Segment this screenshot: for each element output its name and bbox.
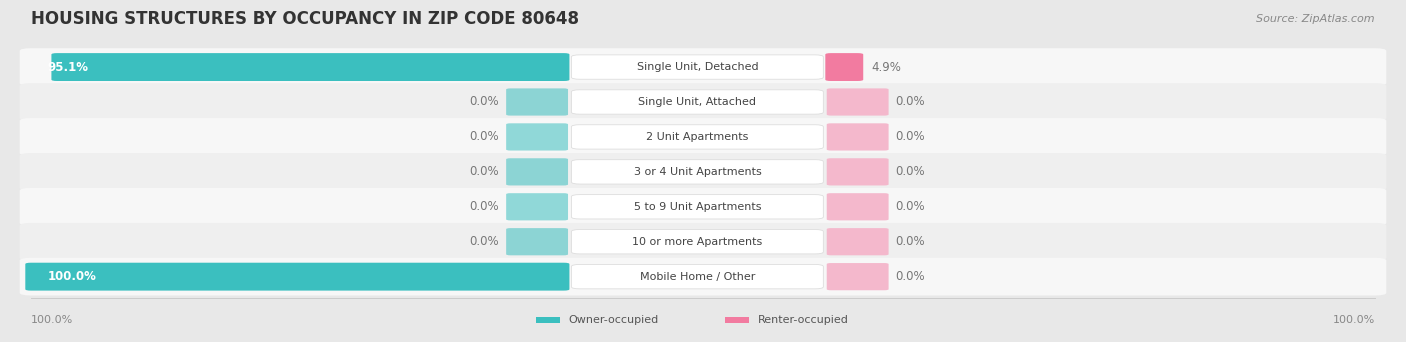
Text: 0.0%: 0.0% — [470, 235, 499, 248]
Text: 0.0%: 0.0% — [896, 130, 925, 143]
Text: Single Unit, Detached: Single Unit, Detached — [637, 62, 758, 72]
FancyBboxPatch shape — [506, 123, 568, 150]
FancyBboxPatch shape — [20, 118, 1386, 156]
FancyBboxPatch shape — [827, 88, 889, 116]
FancyBboxPatch shape — [827, 228, 889, 255]
Text: Owner-occupied: Owner-occupied — [568, 315, 658, 325]
FancyBboxPatch shape — [20, 153, 1386, 191]
Text: 3 or 4 Unit Apartments: 3 or 4 Unit Apartments — [634, 167, 761, 177]
Text: 100.0%: 100.0% — [31, 315, 73, 325]
FancyBboxPatch shape — [571, 90, 824, 114]
Bar — [536, 317, 560, 323]
FancyBboxPatch shape — [506, 158, 568, 185]
Text: 0.0%: 0.0% — [470, 165, 499, 179]
FancyBboxPatch shape — [571, 229, 824, 254]
FancyBboxPatch shape — [20, 83, 1386, 121]
Text: 0.0%: 0.0% — [896, 270, 925, 283]
Text: 5 to 9 Unit Apartments: 5 to 9 Unit Apartments — [634, 202, 761, 212]
Text: Single Unit, Attached: Single Unit, Attached — [638, 97, 756, 107]
FancyBboxPatch shape — [571, 264, 824, 289]
FancyBboxPatch shape — [20, 223, 1386, 261]
Text: HOUSING STRUCTURES BY OCCUPANCY IN ZIP CODE 80648: HOUSING STRUCTURES BY OCCUPANCY IN ZIP C… — [31, 10, 579, 28]
FancyBboxPatch shape — [827, 263, 889, 290]
Text: 4.9%: 4.9% — [872, 61, 901, 74]
FancyBboxPatch shape — [571, 195, 824, 219]
Text: 95.1%: 95.1% — [48, 61, 89, 74]
FancyBboxPatch shape — [571, 160, 824, 184]
FancyBboxPatch shape — [506, 228, 568, 255]
FancyBboxPatch shape — [20, 258, 1386, 295]
Text: 10 or more Apartments: 10 or more Apartments — [633, 237, 762, 247]
Text: 0.0%: 0.0% — [896, 200, 925, 213]
Text: 2 Unit Apartments: 2 Unit Apartments — [647, 132, 748, 142]
FancyBboxPatch shape — [827, 158, 889, 185]
FancyBboxPatch shape — [20, 48, 1386, 86]
FancyBboxPatch shape — [506, 193, 568, 220]
Text: 0.0%: 0.0% — [470, 200, 499, 213]
FancyBboxPatch shape — [827, 123, 889, 150]
FancyBboxPatch shape — [20, 188, 1386, 226]
Text: 0.0%: 0.0% — [896, 95, 925, 108]
Text: 100.0%: 100.0% — [1333, 315, 1375, 325]
Text: Source: ZipAtlas.com: Source: ZipAtlas.com — [1257, 14, 1375, 24]
FancyBboxPatch shape — [571, 55, 824, 79]
Text: 0.0%: 0.0% — [470, 130, 499, 143]
Text: 0.0%: 0.0% — [470, 95, 499, 108]
FancyBboxPatch shape — [571, 125, 824, 149]
FancyBboxPatch shape — [25, 263, 569, 291]
Text: 0.0%: 0.0% — [896, 165, 925, 179]
FancyBboxPatch shape — [827, 193, 889, 220]
Text: 0.0%: 0.0% — [896, 235, 925, 248]
Bar — [725, 317, 749, 323]
Text: Renter-occupied: Renter-occupied — [758, 315, 849, 325]
FancyBboxPatch shape — [825, 53, 863, 81]
FancyBboxPatch shape — [506, 88, 568, 116]
Text: Mobile Home / Other: Mobile Home / Other — [640, 272, 755, 282]
FancyBboxPatch shape — [52, 53, 569, 81]
Text: 100.0%: 100.0% — [48, 270, 97, 283]
